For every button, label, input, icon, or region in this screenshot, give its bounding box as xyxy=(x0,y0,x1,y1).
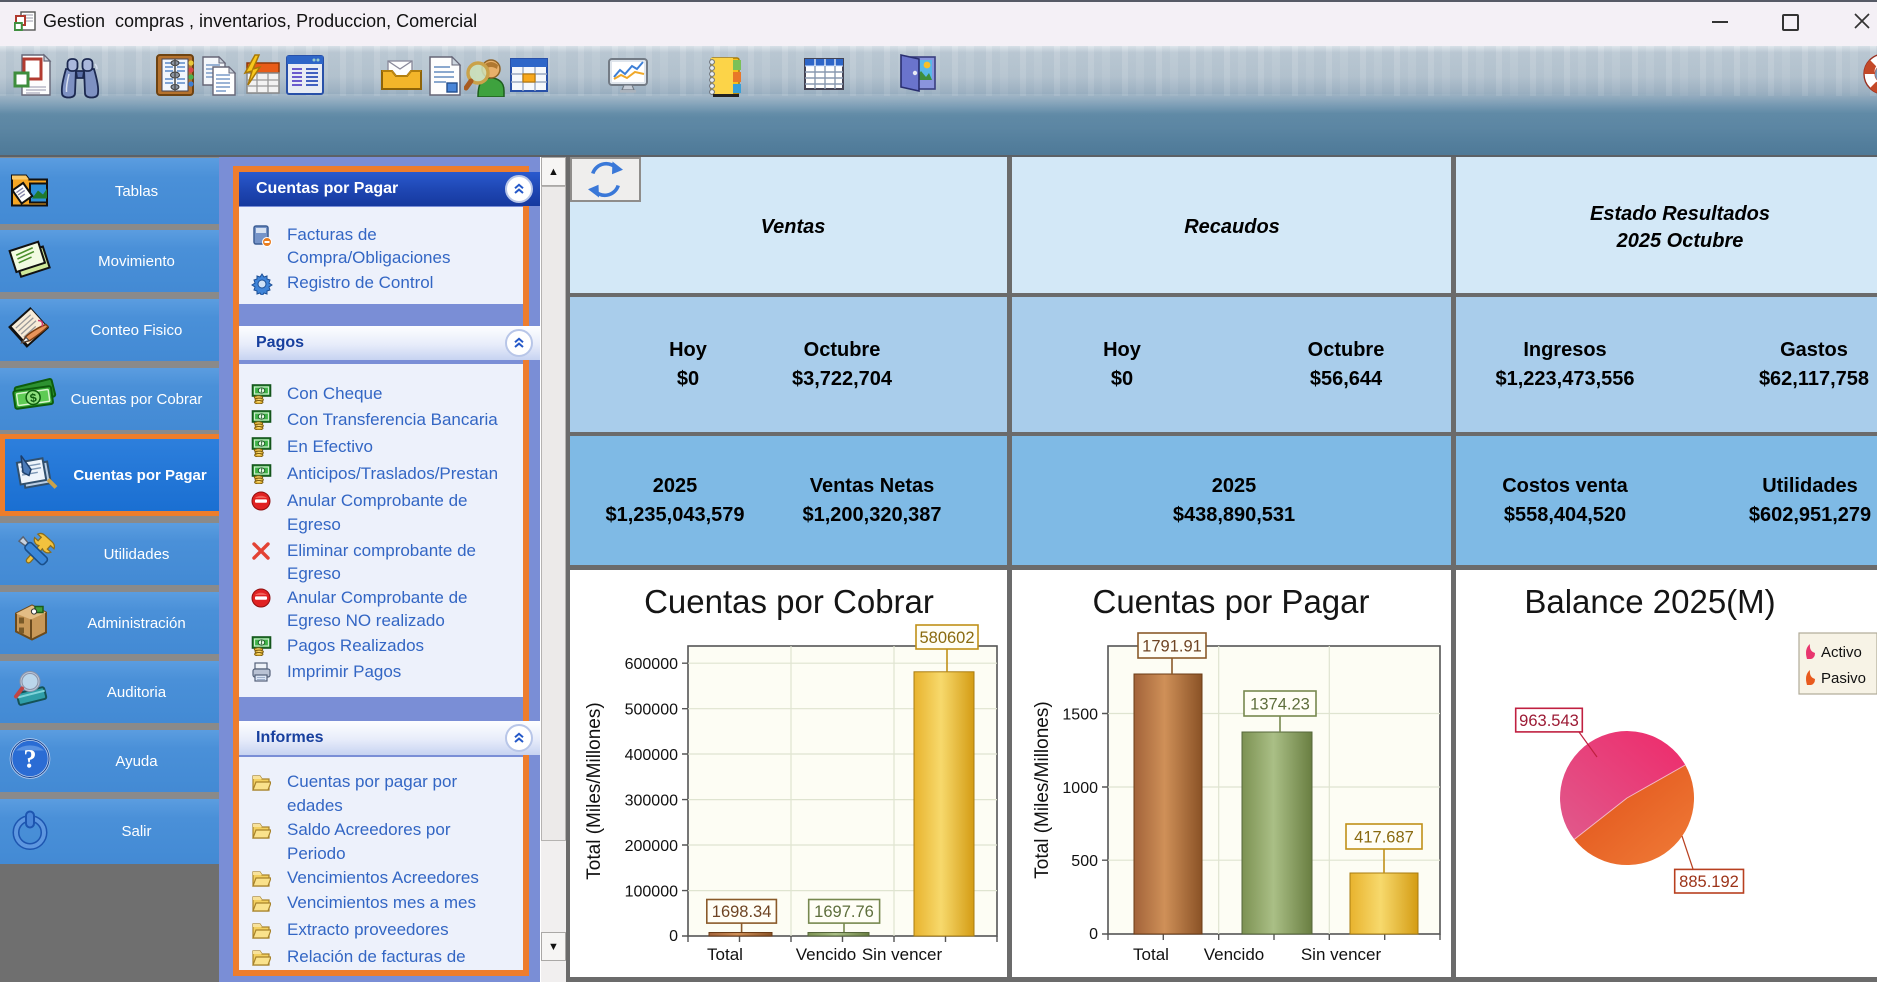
svg-text:Total: Total xyxy=(1133,945,1169,964)
svg-text:1000: 1000 xyxy=(1062,780,1098,797)
svg-text:1374.23: 1374.23 xyxy=(1250,696,1310,714)
svg-text:$: $ xyxy=(29,391,38,406)
svg-text:Vencido: Vencido xyxy=(796,945,857,964)
svg-text:963.543: 963.543 xyxy=(1519,712,1579,730)
svg-text:Sin vencer: Sin vencer xyxy=(862,945,943,964)
svg-text:Cuentas por Cobrar: Cuentas por Cobrar xyxy=(644,583,934,620)
svg-text:200000: 200000 xyxy=(625,838,678,855)
svg-text:1698.34: 1698.34 xyxy=(712,903,772,921)
svg-text:1697.76: 1697.76 xyxy=(814,903,874,921)
svg-text:Cuentas por Pagar: Cuentas por Pagar xyxy=(1092,583,1369,620)
svg-text:?: ? xyxy=(24,745,37,774)
svg-text:Total: Total xyxy=(707,945,743,964)
svg-text:Activo: Activo xyxy=(1821,644,1862,661)
svg-text:885.192: 885.192 xyxy=(1679,873,1739,891)
svg-text:Pasivo: Pasivo xyxy=(1821,670,1866,687)
svg-text:0: 0 xyxy=(669,928,678,945)
svg-text:600000: 600000 xyxy=(625,656,678,673)
svg-text:100000: 100000 xyxy=(625,884,678,901)
svg-text:417.687: 417.687 xyxy=(1354,829,1414,847)
svg-text:500000: 500000 xyxy=(625,702,678,719)
svg-text:Total (Miles/Millones): Total (Miles/Millones) xyxy=(584,702,605,879)
svg-text:1791.91: 1791.91 xyxy=(1142,638,1202,656)
svg-text:Vencido: Vencido xyxy=(1204,945,1265,964)
svg-text:Balance 2025(M): Balance 2025(M) xyxy=(1524,583,1775,620)
svg-text:500: 500 xyxy=(1071,853,1098,870)
svg-text:580602: 580602 xyxy=(919,629,974,647)
svg-text:300000: 300000 xyxy=(625,793,678,810)
svg-text:Sin vencer: Sin vencer xyxy=(1301,945,1382,964)
svg-text:1500: 1500 xyxy=(1062,707,1098,724)
svg-text:400000: 400000 xyxy=(625,747,678,764)
svg-text:Total (Miles/Millones): Total (Miles/Millones) xyxy=(1032,701,1053,878)
svg-text:0: 0 xyxy=(1089,926,1098,943)
